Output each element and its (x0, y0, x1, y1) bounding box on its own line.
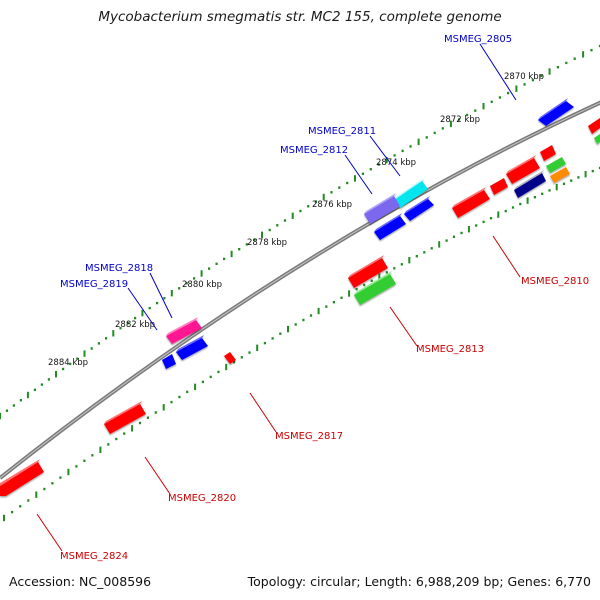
gene-reverse-red-a[interactable] (490, 178, 508, 195)
label-msmeg-2805: MSMEG_2805 (444, 34, 512, 45)
forward-genes (162, 98, 574, 369)
gene-msmeg-2820[interactable] (104, 401, 146, 434)
gene-reverse-green-small[interactable] (546, 157, 566, 173)
tick-label-2872: 2872 kbp (440, 115, 480, 125)
accession-label: Accession: NC_008596 (9, 574, 152, 589)
gene-msmeg-2811[interactable] (394, 178, 428, 208)
label-msmeg-2819: MSMEG_2819 (60, 279, 128, 290)
tick-label-2878: 2878 kbp (247, 238, 287, 248)
gene-forward-blue-b[interactable] (374, 213, 406, 240)
map-title: Mycobacterium smegmatis str. MC2 155, co… (98, 9, 502, 25)
label-msmeg-2817: MSMEG_2817 (275, 431, 343, 442)
gene-msmeg-2819[interactable] (176, 335, 208, 360)
label-msmeg-2810: MSMEG_2810 (521, 276, 589, 287)
label-msmeg-2820: MSMEG_2820 (168, 493, 236, 504)
label-connectors (36, 43, 521, 552)
gene-reverse-navy[interactable] (514, 170, 546, 198)
label-msmeg-2824: MSMEG_2824 (60, 551, 128, 562)
tick-label-2882: 2882 kbp (115, 320, 155, 330)
reverse-genes (0, 118, 600, 496)
gene-msmeg-2805[interactable] (538, 98, 574, 126)
gene-msmeg-2817[interactable] (224, 352, 236, 364)
label-msmeg-2813: MSMEG_2813 (416, 344, 484, 355)
gene-reverse-red-c[interactable] (540, 145, 556, 161)
gene-msmeg-2810[interactable] (452, 187, 490, 218)
topology-label: Topology: circular; Length: 6,988,209 bp… (247, 574, 591, 589)
gene-msmeg-2812[interactable] (364, 193, 400, 224)
tick-label-2870: 2870 kbp (504, 72, 544, 82)
tick-label-2884: 2884 kbp (48, 358, 88, 368)
inner-tick-ring (3, 166, 600, 522)
label-msmeg-2811: MSMEG_2811 (308, 126, 376, 137)
tick-labels: 2870 kbp 2872 kbp 2874 kbp 2876 kbp 2878… (48, 72, 544, 368)
gene-reverse-green-edge[interactable] (594, 134, 600, 144)
tick-label-2880: 2880 kbp (182, 280, 222, 290)
gene-msmeg-2813[interactable] (354, 271, 396, 305)
gene-reverse-red-d[interactable] (348, 255, 388, 288)
gene-reverse-red-b[interactable] (506, 155, 540, 184)
tick-label-2876: 2876 kbp (312, 200, 352, 210)
forward-gene-labels: MSMEG_2805 MSMEG_2811 MSMEG_2812 MSMEG_2… (60, 34, 512, 290)
gene-forward-blue-small[interactable] (162, 354, 176, 369)
reverse-gene-labels: MSMEG_2810 MSMEG_2813 MSMEG_2817 MSMEG_2… (60, 276, 589, 562)
label-msmeg-2812: MSMEG_2812 (280, 145, 348, 156)
label-msmeg-2818: MSMEG_2818 (85, 263, 153, 274)
gene-reverse-red-edge[interactable] (588, 118, 600, 134)
gene-forward-blue-a[interactable] (404, 196, 434, 221)
outer-tick-ring (0, 44, 600, 420)
gene-reverse-orange-small[interactable] (550, 167, 570, 183)
gene-msmeg-2818[interactable] (166, 317, 202, 344)
gene-msmeg-2824[interactable] (0, 459, 44, 496)
tick-label-2874: 2874 kbp (376, 158, 416, 168)
